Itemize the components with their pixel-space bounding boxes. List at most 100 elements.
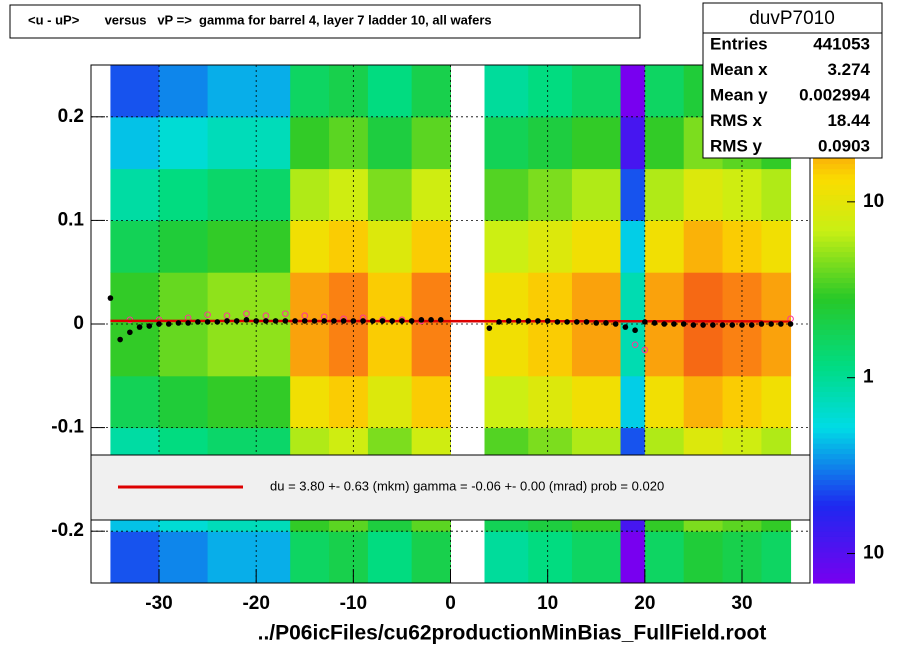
color-bar-step (813, 531, 855, 537)
color-bar-step (813, 215, 855, 221)
color-bar-step (813, 251, 855, 258)
profile-point (399, 318, 405, 324)
heatmap-cell (528, 168, 573, 221)
heatmap-cell (159, 65, 209, 118)
heatmap-cell (367, 220, 413, 273)
profile-point (282, 318, 289, 324)
heatmap-cell (722, 168, 762, 221)
color-bar-step (813, 184, 855, 190)
heatmap-cell (571, 168, 622, 221)
profile-point (525, 318, 532, 324)
heatmap-cell (683, 375, 724, 429)
profile-point (136, 324, 143, 330)
stats-label: Mean y (710, 85, 768, 104)
heatmap-cell (484, 168, 529, 221)
heatmap-cell (644, 168, 685, 221)
profile-point (593, 320, 600, 326)
profile-point (350, 318, 357, 324)
profile-point (165, 321, 172, 327)
color-bar-step (813, 355, 855, 361)
heatmap-cell (290, 220, 330, 273)
color-bar-step (813, 204, 855, 211)
color-bar-step (813, 520, 855, 527)
heatmap-cell (644, 272, 685, 325)
stats-title: duvP7010 (749, 8, 835, 29)
heatmap-cell (411, 531, 451, 584)
profile-point (321, 318, 327, 324)
stats-value: 3.274 (827, 60, 870, 79)
heatmap-cell (683, 168, 724, 221)
profile-point (185, 320, 191, 326)
profile-point (486, 325, 493, 331)
x-tick-label: -30 (145, 593, 172, 614)
heatmap-cell (411, 168, 451, 221)
heatmap-cell (159, 272, 209, 325)
heatmap-cell (620, 531, 646, 584)
heatmap-cell (110, 116, 160, 170)
heatmap-cell (571, 375, 622, 429)
profile-point (554, 319, 561, 325)
heatmap-cell (620, 324, 646, 377)
profile-point (671, 321, 677, 327)
heatmap-cell (644, 220, 685, 273)
heatmap-cell (329, 220, 369, 273)
profile-point (369, 318, 376, 324)
color-bar-step (813, 463, 855, 470)
color-bar-step (813, 401, 855, 408)
y-tick-label: 0 (73, 313, 84, 334)
heatmap-cell (329, 116, 369, 170)
color-bar-step (813, 210, 855, 216)
heatmap-cell (528, 272, 573, 325)
y-tick-label: -0.2 (51, 520, 84, 541)
color-bar-step (813, 577, 855, 584)
heatmap-cell (110, 272, 160, 325)
heatmap-cell (761, 220, 792, 273)
color-bar-step (813, 168, 855, 175)
color-bar-step (813, 230, 855, 237)
heatmap-cell (644, 65, 685, 118)
color-bar-step (813, 453, 855, 460)
stats-label: Mean x (710, 60, 768, 79)
heatmap-cell (256, 65, 291, 118)
stats-value: 0.0903 (818, 136, 870, 155)
z-tick-label: 10 (863, 543, 884, 564)
color-bar-step (813, 479, 855, 486)
profile-point (758, 321, 765, 327)
heatmap-cell (159, 531, 209, 584)
stats-label: RMS x (710, 111, 763, 130)
color-bar-step (813, 484, 855, 491)
heatmap-cell (207, 272, 257, 325)
heatmap-cell (110, 324, 160, 377)
heatmap-cell (159, 116, 209, 170)
heatmap-cell (110, 375, 160, 429)
color-bar-step (813, 526, 855, 532)
color-bar-step (813, 267, 855, 273)
color-bar-step (813, 163, 855, 170)
color-bar-step (813, 225, 855, 232)
x-tick-label: 0 (445, 593, 456, 614)
color-bar-step (813, 173, 855, 180)
profile-point (680, 321, 687, 327)
heatmap-cell (761, 272, 792, 325)
heatmap-cell (683, 220, 724, 273)
heatmap-cell (528, 375, 573, 429)
heatmap-cell (484, 531, 529, 584)
heatmap-cell (159, 220, 209, 273)
color-bar-step (813, 344, 855, 351)
heatmap-cell (207, 168, 257, 221)
heatmap-cell (571, 116, 622, 170)
color-bar-step (813, 515, 855, 522)
heatmap-cell (484, 65, 529, 118)
heatmap-cell (329, 375, 369, 429)
profile-point (690, 322, 697, 328)
profile-point (195, 319, 201, 325)
z-tick-label: 1 (863, 367, 874, 388)
heatmap-cell (367, 116, 413, 170)
heatmap-cell (620, 168, 646, 221)
color-bar-step (813, 365, 855, 372)
heatmap-cell (367, 531, 413, 584)
color-bar-step (813, 448, 855, 455)
profile-point (360, 318, 366, 324)
color-bar-step (813, 474, 855, 480)
